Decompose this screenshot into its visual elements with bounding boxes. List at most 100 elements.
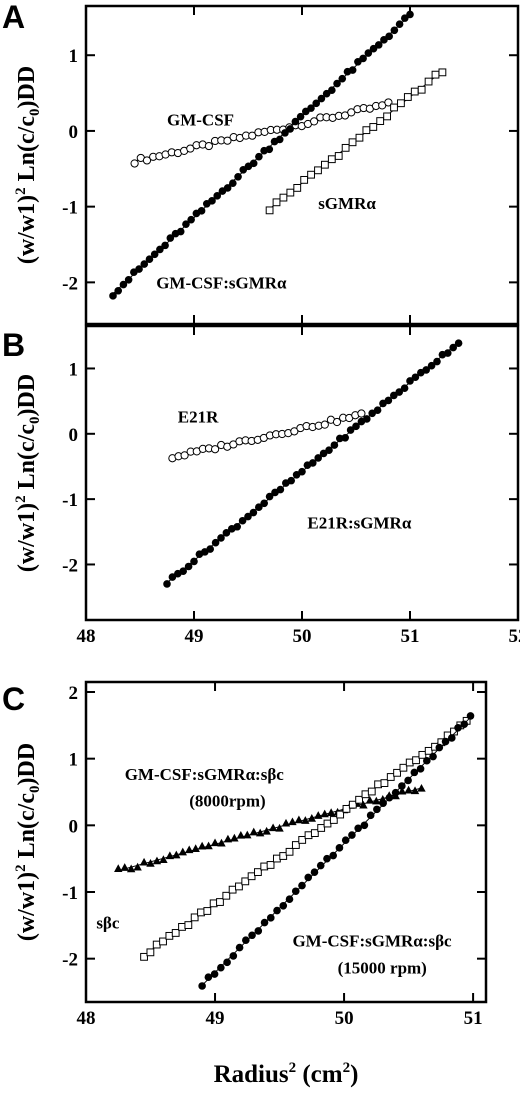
- pc-point: [114, 864, 123, 872]
- pc-point: [191, 844, 200, 852]
- pb-point: [395, 388, 404, 396]
- pc-point: [393, 768, 401, 777]
- pb-ytick-label: -2: [62, 555, 78, 576]
- pc-point: [466, 712, 475, 720]
- pb-point: [346, 426, 355, 434]
- pc-point: [348, 831, 356, 839]
- pb-point: [211, 538, 220, 547]
- pc-series-0: [114, 783, 426, 873]
- pc-point: [397, 786, 407, 795]
- pb-point: [180, 451, 189, 460]
- pc-point: [317, 824, 326, 832]
- pc-point: [242, 936, 250, 945]
- pb-point: [206, 545, 214, 553]
- pc-point: [272, 854, 281, 863]
- pb-point: [249, 508, 258, 517]
- pc-point: [217, 963, 225, 972]
- pc-point: [204, 973, 213, 982]
- pa-point: [383, 112, 392, 121]
- pc-point: [247, 872, 256, 881]
- pa-point: [150, 250, 159, 259]
- pb-point: [309, 459, 317, 467]
- pc-point: [366, 811, 375, 820]
- pa-point: [390, 103, 398, 112]
- pa-point: [410, 87, 419, 96]
- pc-point: [209, 899, 218, 908]
- pb-point: [179, 567, 187, 576]
- pa-point: [114, 286, 123, 295]
- pc-point: [367, 787, 376, 796]
- pb-point: [400, 384, 409, 393]
- pc-point: [418, 750, 427, 759]
- panel-letter-a: A: [2, 0, 25, 35]
- pc-point: [210, 838, 220, 847]
- pa-point: [334, 152, 343, 160]
- pc-xtick-label: 51: [464, 1008, 483, 1029]
- pb-point: [217, 534, 225, 542]
- pc-annotation: GM-CSF:sGMRα:sβc: [292, 932, 452, 951]
- pc-point: [399, 763, 408, 772]
- pb-annotation: E21R: [178, 408, 219, 427]
- pc-ytick-label: 2: [69, 683, 79, 704]
- pa-point: [176, 227, 185, 236]
- pc-point: [204, 841, 213, 850]
- pa-point: [424, 77, 433, 86]
- pa-point: [197, 207, 206, 215]
- pc-point: [178, 847, 187, 856]
- pc-point: [342, 804, 351, 813]
- pc-point: [329, 851, 338, 860]
- pa-point: [338, 74, 347, 83]
- pb-ytick-label: -1: [62, 490, 78, 511]
- pc-point: [152, 940, 161, 949]
- pc-point: [266, 861, 275, 869]
- pa-point: [406, 10, 414, 19]
- pb-point: [352, 422, 360, 431]
- pc-point: [178, 922, 186, 931]
- pc-point: [298, 836, 307, 844]
- pb-point: [184, 562, 193, 571]
- pc-point: [294, 815, 304, 824]
- pc-ytick-label: -1: [62, 883, 78, 904]
- pa-point: [348, 66, 357, 74]
- pc-point: [417, 783, 426, 792]
- pc-point: [159, 937, 167, 946]
- pc-point: [460, 720, 469, 729]
- pc-point: [391, 788, 400, 797]
- pb-point: [254, 503, 263, 512]
- pc-point: [354, 824, 362, 833]
- pb-point: [265, 492, 274, 501]
- pc-point: [268, 823, 278, 832]
- panel-b: B -2 -1 0 1 48 49 50 51 52 (w/w1)2 Ln(c/c0)DD E21R…: [2, 324, 520, 647]
- pc-point: [223, 958, 231, 967]
- pc-point: [323, 819, 332, 828]
- pa-point: [317, 94, 326, 103]
- pc-point: [165, 931, 174, 940]
- pc-point: [435, 743, 444, 752]
- plot-frame-a: [84, 4, 520, 326]
- panel-letter-c: C: [2, 681, 25, 717]
- pc-point: [326, 808, 336, 816]
- pc-point: [198, 982, 206, 990]
- pc-point: [314, 811, 323, 819]
- pc-point: [310, 868, 319, 877]
- pa-point: [312, 99, 321, 108]
- pc-annotation: (8000rpm): [189, 792, 265, 811]
- pa-series-1: [265, 68, 447, 215]
- pa-point: [431, 70, 440, 79]
- pb-point: [427, 361, 436, 370]
- pa-point: [362, 126, 371, 135]
- pc-point: [386, 773, 395, 781]
- pa-point: [328, 86, 336, 95]
- pc-point: [360, 821, 369, 830]
- pa-point: [291, 117, 300, 126]
- pc-point: [379, 799, 387, 808]
- pb-point: [433, 357, 441, 366]
- pc-point: [412, 756, 420, 765]
- pb-point: [276, 485, 285, 494]
- pa-point: [296, 112, 305, 121]
- pb-point: [406, 377, 414, 385]
- pc-point: [139, 857, 149, 866]
- pc-point: [304, 873, 313, 882]
- pa-point: [166, 234, 175, 242]
- pb-point: [210, 445, 220, 454]
